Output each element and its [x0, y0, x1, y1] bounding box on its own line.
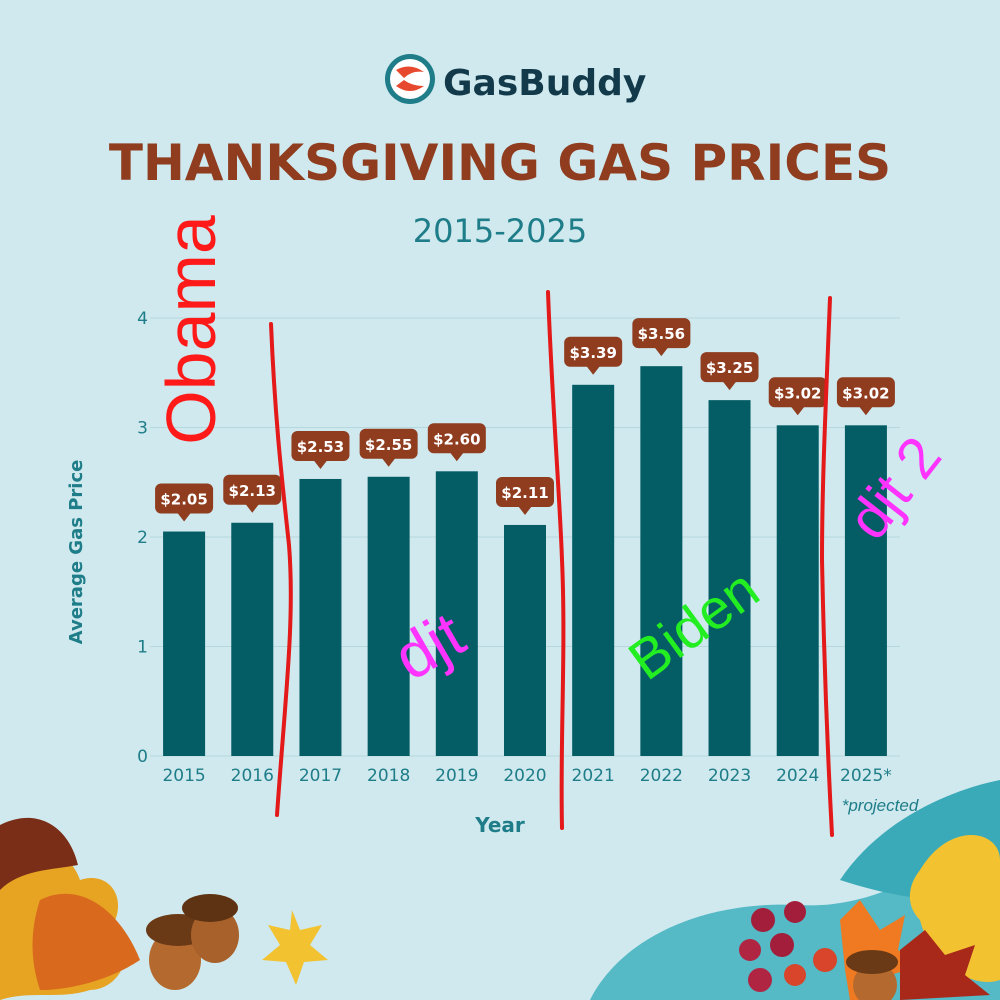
data-label-pointer — [177, 512, 192, 522]
data-label-pointer — [518, 505, 532, 515]
data-label-bg — [632, 318, 691, 349]
gasbuddy-logo: GasBuddy — [385, 54, 646, 104]
x-tick-label: 2023 — [708, 766, 751, 786]
term-dividers — [269, 290, 834, 837]
y-ticks: 0 1 2 3 4 — [137, 309, 148, 767]
y-tick-label: 1 — [137, 638, 148, 658]
annotation-obama: Obama — [152, 215, 230, 445]
x-tick-label: 2024 — [776, 766, 819, 786]
x-tick-label: 2022 — [640, 766, 683, 786]
bar-6 — [572, 384, 615, 756]
data-label-7: $3.56 — [632, 318, 691, 357]
bar-0 — [163, 531, 206, 756]
divider-3 — [819, 296, 834, 837]
data-label-bg — [223, 474, 282, 505]
y-tick-label: 3 — [137, 419, 148, 439]
data-label-bg — [768, 377, 827, 408]
data-label-pointer — [858, 406, 873, 416]
data-label-pointer — [586, 365, 601, 375]
x-axis-label: Year — [474, 813, 525, 837]
data-label-text: $2.11 — [501, 484, 548, 502]
data-label-pointer — [313, 459, 328, 469]
x-tick-label: 2021 — [572, 766, 615, 786]
data-label-text: $3.02 — [842, 384, 889, 402]
data-label-text: $2.13 — [229, 482, 276, 500]
divider-1 — [269, 322, 293, 817]
data-labels: $2.05 $2.13 $2.53 $2.55 $2.60 $2.11 $3.39 $3.56… — [155, 318, 895, 522]
gasbuddy-swoosh-icon — [385, 54, 435, 104]
brown-leaf-icon — [0, 817, 78, 890]
bar-9 — [776, 425, 819, 756]
x-tick-label: 2017 — [299, 766, 342, 786]
x-ticks: 2015 2016 2017 2018 2019 2020 2021 2022 2023 2024… — [162, 766, 891, 786]
x-tick-label: 2020 — [503, 766, 546, 786]
y-tick-label: 2 — [137, 528, 148, 548]
orange-leaf-icon — [32, 893, 140, 990]
data-label-2: $2.53 — [291, 430, 350, 469]
data-label-pointer — [654, 347, 669, 357]
data-label-bg — [836, 377, 895, 408]
bar-8 — [708, 400, 751, 756]
data-label-bg — [359, 428, 418, 459]
bar-3 — [367, 476, 410, 756]
x-tick-label: 2015 — [162, 766, 205, 786]
x-tick-label: 2019 — [435, 766, 478, 786]
bar-5 — [504, 524, 546, 756]
data-label-bg — [291, 430, 350, 461]
data-label-0: $2.05 — [155, 483, 214, 522]
data-label-bg — [700, 352, 759, 383]
data-label-5: $2.11 — [496, 476, 554, 515]
data-label-3: $2.55 — [359, 428, 418, 467]
y-tick-label: 4 — [137, 309, 148, 329]
data-label-pointer — [722, 381, 737, 391]
data-label-text: $2.60 — [433, 430, 480, 448]
data-label-text: $2.55 — [365, 436, 412, 454]
data-label-text: $3.02 — [774, 384, 821, 402]
footnote: *projected — [842, 796, 919, 815]
logo-text: GasBuddy — [443, 63, 646, 104]
bar-1 — [231, 522, 274, 756]
data-label-1: $2.13 — [223, 474, 282, 513]
y-axis-label: Average Gas Price — [66, 460, 87, 645]
data-label-10: $3.02 — [836, 377, 895, 416]
x-tick-label: 2018 — [367, 766, 410, 786]
data-label-pointer — [245, 503, 260, 513]
data-label-8: $3.25 — [700, 352, 759, 391]
chart-title: THANKSGIVING GAS PRICES — [109, 134, 891, 192]
data-label-text: $3.56 — [638, 325, 685, 343]
data-label-4: $2.60 — [427, 423, 486, 462]
bar-2 — [299, 478, 342, 756]
data-label-pointer — [790, 406, 805, 416]
decor-bottom-right — [590, 780, 1000, 1000]
data-label-text: $3.39 — [569, 344, 616, 362]
data-label-bg — [564, 336, 623, 367]
y-tick-label: 0 — [137, 747, 148, 767]
berries-icon — [739, 901, 837, 992]
yellow-leaf-icon — [262, 910, 328, 985]
bars — [163, 366, 887, 756]
data-label-text: $3.25 — [706, 359, 753, 377]
data-label-pointer — [449, 452, 464, 462]
data-label-bg — [155, 483, 214, 514]
x-tick-label: 2016 — [231, 766, 274, 786]
x-tick-label: 2025* — [840, 766, 892, 786]
red-maple-leaf-icon — [900, 930, 990, 1000]
divider-2 — [546, 290, 566, 830]
acorn-icon — [146, 894, 239, 990]
data-label-text: $2.05 — [160, 491, 207, 509]
data-label-pointer — [381, 457, 396, 467]
data-label-bg — [427, 423, 486, 454]
data-label-text: $2.53 — [297, 438, 344, 456]
acorn-icon-right — [846, 950, 898, 1000]
decor-bottom-left — [0, 817, 328, 1000]
data-label-9: $3.02 — [768, 377, 827, 416]
bar-7 — [640, 366, 683, 756]
bar-10 — [844, 425, 887, 756]
data-label-6: $3.39 — [564, 336, 623, 375]
bar-4 — [435, 471, 478, 756]
data-label-bg — [496, 476, 554, 507]
chart-subtitle: 2015-2025 — [413, 212, 587, 250]
